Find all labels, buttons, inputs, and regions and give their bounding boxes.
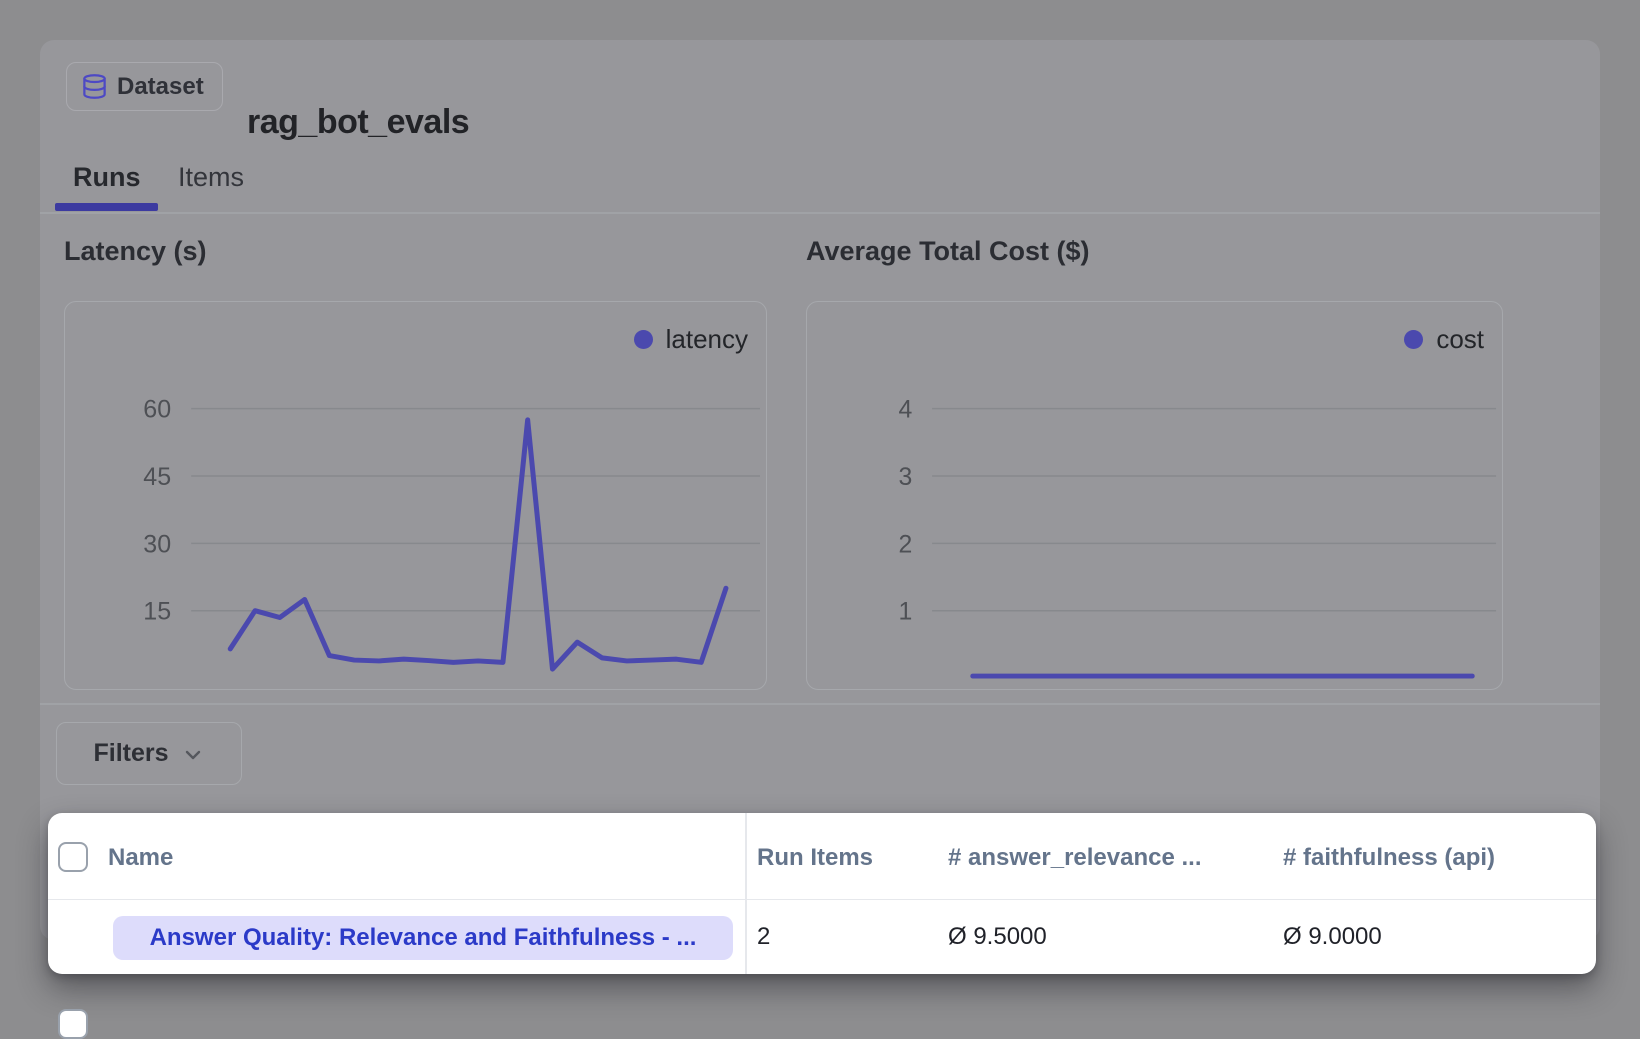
tabs-divider (40, 212, 1600, 214)
faithfulness-cell: Ø 9.0000 (1283, 923, 1382, 950)
chevron-down-icon (185, 750, 200, 760)
column-header-name: Name (108, 844, 174, 871)
cost-chart-card: 4 3 2 1 cost (806, 301, 1503, 690)
latency-chart-card: 60 45 30 15 latency (64, 301, 767, 690)
answer-relevance-cell: Ø 9.5000 (948, 923, 1047, 950)
svg-text:1: 1 (898, 599, 912, 626)
dataset-type-badge: Dataset (66, 62, 223, 111)
latency-legend-dot (633, 330, 653, 349)
database-icon (83, 74, 106, 99)
filters-button-label: Filters (93, 739, 169, 767)
column-header-answer-relevance: # answer_relevance ... (948, 844, 1202, 871)
run-name-link[interactable]: Answer Quality: Relevance and Faithfulne… (113, 916, 733, 960)
select-all-checkbox[interactable] (58, 842, 88, 872)
svg-text:60: 60 (143, 396, 171, 424)
table-header-row: Name Run Items # answer_relevance ... # … (48, 813, 1596, 900)
svg-text:3: 3 (898, 464, 912, 491)
cost-legend-dot (1404, 330, 1424, 349)
cost-legend-label: cost (1436, 324, 1484, 354)
section-divider (40, 703, 1600, 705)
page-title: rag_bot_evals (247, 103, 470, 141)
svg-text:30: 30 (143, 530, 171, 558)
badge-label: Dataset (117, 72, 204, 100)
cost-line-chart: 4 3 2 1 (898, 397, 1497, 679)
tab-runs[interactable]: Runs (73, 162, 141, 192)
active-tab-underline (55, 203, 158, 211)
svg-text:4: 4 (898, 397, 912, 424)
cost-chart-title: Average Total Cost ($) (806, 236, 1090, 266)
app-screenshot: Dataset rag_bot_evals Runs Items Latency… (40, 40, 1600, 1039)
svg-text:45: 45 (143, 463, 171, 491)
column-header-faithfulness: # faithfulness (api) (1283, 844, 1496, 871)
latency-legend: latency (633, 324, 748, 355)
latency-chart-title: Latency (s) (64, 236, 207, 266)
run-items-cell: 2 (757, 923, 771, 950)
column-header-run-items: Run Items (757, 844, 874, 871)
svg-text:2: 2 (898, 531, 912, 558)
row-checkbox[interactable] (58, 1009, 88, 1039)
pinned-column-separator (745, 813, 747, 974)
table-row[interactable]: Answer Quality: Relevance and Faithfulne… (48, 900, 1596, 1039)
svg-text:15: 15 (143, 598, 171, 626)
runs-table: Name Run Items # answer_relevance ... # … (48, 813, 1596, 1039)
dataset-panel: Dataset rag_bot_evals Runs Items Latency… (40, 40, 1600, 940)
filters-button[interactable]: Filters (56, 722, 242, 785)
latency-legend-label: latency (665, 324, 748, 354)
latency-line-chart: 60 45 30 15 (143, 396, 760, 672)
cost-legend: cost (1404, 324, 1484, 355)
tab-items[interactable]: Items (178, 162, 245, 192)
run-name-label: Answer Quality: Relevance and Faithfulne… (149, 924, 697, 951)
